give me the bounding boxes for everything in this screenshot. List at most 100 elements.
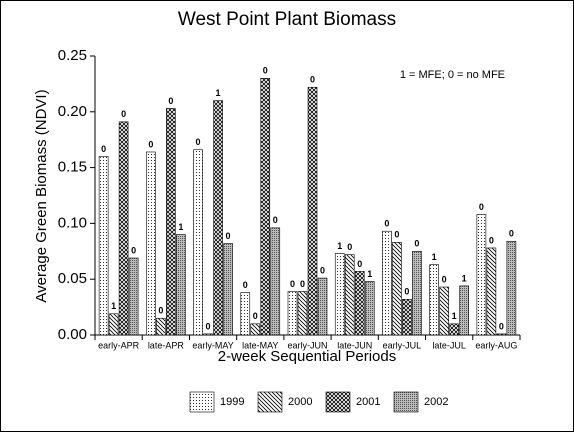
x-tick-label: early-AUG <box>475 340 517 350</box>
chart-title: West Point Plant Biomass <box>178 9 396 30</box>
flag-label: 1 <box>337 241 342 251</box>
flag-label: 0 <box>243 280 248 290</box>
bar <box>344 254 355 336</box>
flag-label: 0 <box>489 235 494 245</box>
flag-label: 0 <box>347 242 352 252</box>
bar <box>334 253 345 336</box>
bar <box>270 227 281 336</box>
bar <box>354 271 365 336</box>
bar <box>364 281 375 336</box>
bar <box>439 286 449 336</box>
y-tick-label: 0.20 <box>58 103 87 120</box>
flag-label: 0 <box>384 219 389 229</box>
bar <box>176 234 186 336</box>
flag-label: 0 <box>148 139 153 149</box>
flag-label: 0 <box>273 215 278 225</box>
flag-label: 0 <box>121 109 126 119</box>
bar <box>166 108 176 336</box>
bar <box>382 230 392 336</box>
flag-label: 0 <box>158 306 163 316</box>
legend-swatch <box>257 391 283 413</box>
bar <box>459 285 469 336</box>
y-tick-label: 0.15 <box>58 159 87 176</box>
bar <box>118 121 129 336</box>
bar <box>203 333 213 336</box>
flag-label: 0 <box>196 137 201 147</box>
bar <box>496 333 507 336</box>
flag-label: 1 <box>111 301 116 311</box>
flag-label: 0 <box>131 245 136 255</box>
y-tick-label: 0.05 <box>58 270 87 287</box>
x-tick-label: early-MAY <box>192 340 233 350</box>
x-tick-label: late-JUN <box>337 340 372 350</box>
flag-label: 0 <box>394 230 399 240</box>
x-tick-label: late-JUL <box>432 340 466 350</box>
legend-label: 1999 <box>220 396 244 408</box>
flag-label: 0 <box>253 311 258 321</box>
bar <box>128 257 139 336</box>
bar <box>449 323 459 336</box>
bar <box>476 214 487 336</box>
legend-swatch <box>189 391 215 413</box>
flag-label: 0 <box>101 144 106 154</box>
bar <box>486 247 497 336</box>
x-tick-label: late-APR <box>148 340 185 350</box>
flag-label: 0 <box>168 96 173 106</box>
flag-label: 0 <box>206 321 211 331</box>
bar <box>146 151 156 336</box>
flag-label: 0 <box>320 265 325 275</box>
x-tick-label: early-APR <box>98 340 140 350</box>
flag-label: 0 <box>479 202 484 212</box>
flag-label: 1 <box>462 273 467 283</box>
legend-swatch <box>325 391 351 413</box>
bar <box>429 264 439 336</box>
legend-label: 2002 <box>424 396 448 408</box>
flag-label: 0 <box>404 287 409 297</box>
legend-label: 2001 <box>356 396 380 408</box>
bar <box>213 100 223 336</box>
x-tick-label: early-JUL <box>383 340 422 350</box>
bar <box>260 78 271 336</box>
flag-label: 0 <box>442 274 447 284</box>
flag-label: 1 <box>452 311 457 321</box>
flag-label: 0 <box>509 229 514 239</box>
flag-label: 1 <box>432 252 437 262</box>
bar <box>156 317 166 336</box>
annotation: 1 = MFE; 0 = no MFE <box>400 69 505 81</box>
x-tick-label: late-MAY <box>242 340 278 350</box>
bar <box>317 277 328 336</box>
flag-label: 0 <box>290 279 295 289</box>
y-tick-label: 0.10 <box>58 214 87 231</box>
flag-label: 1 <box>367 269 372 279</box>
bar <box>392 242 402 336</box>
flag-label: 1 <box>216 88 221 98</box>
bar <box>108 313 119 336</box>
legend-label: 2000 <box>288 396 312 408</box>
bar <box>297 291 308 336</box>
flag-label: 0 <box>226 231 231 241</box>
y-tick-label: 0.00 <box>58 326 87 343</box>
legend-swatch <box>393 391 419 413</box>
x-tick-label: early-JUN <box>287 340 327 350</box>
flag-label: 0 <box>263 66 268 76</box>
flag-label: 0 <box>310 75 315 85</box>
bar <box>250 323 261 336</box>
bar <box>193 149 203 336</box>
bar <box>223 243 233 336</box>
flag-label: 0 <box>357 259 362 269</box>
bar <box>240 292 251 336</box>
bar <box>412 251 422 336</box>
bar <box>98 156 109 336</box>
y-tick-label: 0.25 <box>58 47 87 64</box>
bar <box>402 298 412 336</box>
flag-label: 1 <box>178 222 183 232</box>
bar <box>506 240 517 336</box>
flag-label: 0 <box>414 239 419 249</box>
bar <box>287 291 298 336</box>
flag-label: 0 <box>300 279 305 289</box>
y-axis-label: Average Green Biomass (NDVI) <box>33 89 50 302</box>
flag-label: 0 <box>499 321 504 331</box>
x-axis-label: 2-week Sequential Periods <box>218 348 396 365</box>
bar <box>307 86 318 336</box>
